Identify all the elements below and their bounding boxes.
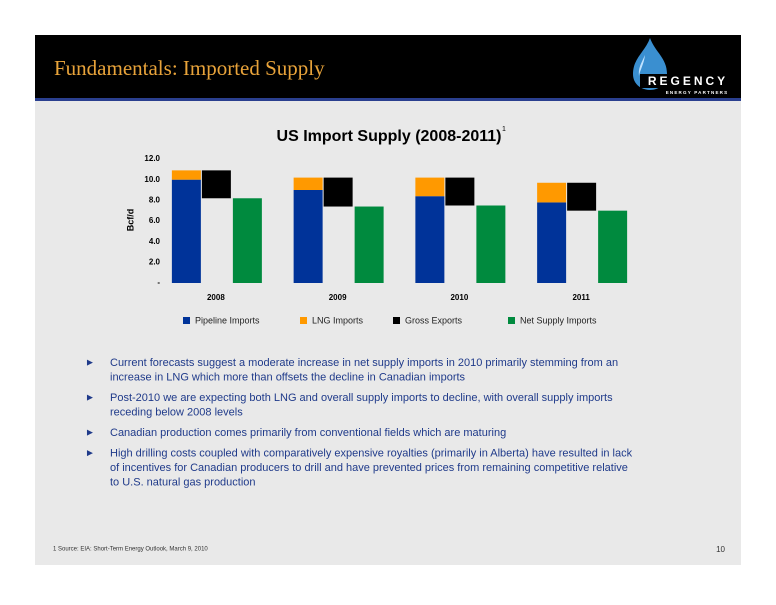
bar — [323, 177, 353, 207]
bar — [445, 177, 475, 206]
x-tick-label: 2011 — [572, 293, 590, 302]
bar — [598, 210, 628, 283]
logo-name: REGENCY — [648, 74, 728, 88]
y-tick-label: 8.0 — [149, 195, 161, 204]
bar — [171, 179, 201, 283]
header-title: Fundamentals: Imported Supply — [54, 56, 325, 80]
bar — [415, 177, 445, 197]
y-tick-label: 12.0 — [144, 154, 160, 163]
bar — [476, 205, 506, 283]
legend-label: Gross Exports — [405, 315, 463, 325]
bar — [537, 182, 567, 203]
y-tick-label: 2.0 — [149, 257, 161, 266]
chart-title: US Import Supply (2008-2011) — [277, 128, 502, 145]
bar — [201, 170, 231, 199]
logo-highlight — [638, 55, 645, 76]
title-note: 1 — [502, 126, 506, 133]
bullet-text: receding below 2008 levels — [110, 406, 243, 418]
bullet-marker: ► — [85, 358, 95, 369]
bullet-text: High drilling costs coupled with compara… — [110, 447, 633, 459]
bar — [293, 190, 323, 283]
bar — [415, 196, 445, 283]
header-band — [35, 35, 741, 98]
bullet-text: to U.S. natural gas production — [110, 476, 256, 488]
bullet-text: increase in LNG which more than offsets … — [110, 371, 466, 383]
y-axis-label: Bcf/d — [125, 209, 135, 232]
bar — [232, 198, 262, 283]
y-tick-label: 4.0 — [149, 237, 161, 246]
bar — [171, 170, 201, 180]
y-tick-label: 6.0 — [149, 216, 161, 225]
header-rule — [35, 98, 741, 101]
bar — [293, 177, 323, 190]
bullet-marker: ► — [85, 393, 95, 404]
legend-label: LNG Imports — [312, 315, 364, 325]
y-tick-label: 10.0 — [144, 175, 160, 184]
bullet-marker: ► — [85, 428, 95, 439]
y-tick-label: - — [157, 278, 160, 287]
bullet-text: of incentives for Canadian producers to … — [110, 462, 628, 474]
logo-text-back — [640, 74, 732, 88]
footnote: 1 Source: EIA: Short-Term Energy Outlook… — [53, 547, 208, 553]
x-tick-label: 2008 — [207, 293, 225, 302]
x-tick-label: 2009 — [329, 293, 347, 302]
page-number: 10 — [716, 545, 725, 554]
bullet-text: Canadian production comes primarily from… — [110, 427, 506, 439]
bar — [567, 182, 597, 211]
legend-label: Net Supply Imports — [520, 315, 597, 325]
bar — [537, 202, 567, 283]
slide-background — [35, 35, 741, 565]
legend-label: Pipeline Imports — [195, 315, 260, 325]
legend-swatch — [183, 317, 190, 324]
legend-swatch — [393, 317, 400, 324]
bullet-text: Post-2010 we are expecting both LNG and … — [110, 392, 613, 404]
legend-swatch — [508, 317, 515, 324]
bullet-text: Current forecasts suggest a moderate inc… — [110, 357, 618, 369]
logo-sub: ENERGY PARTNERS — [666, 90, 729, 95]
legend-swatch — [300, 317, 307, 324]
bullet-marker: ► — [85, 448, 95, 459]
bar — [354, 206, 384, 283]
x-tick-label: 2010 — [450, 293, 468, 302]
